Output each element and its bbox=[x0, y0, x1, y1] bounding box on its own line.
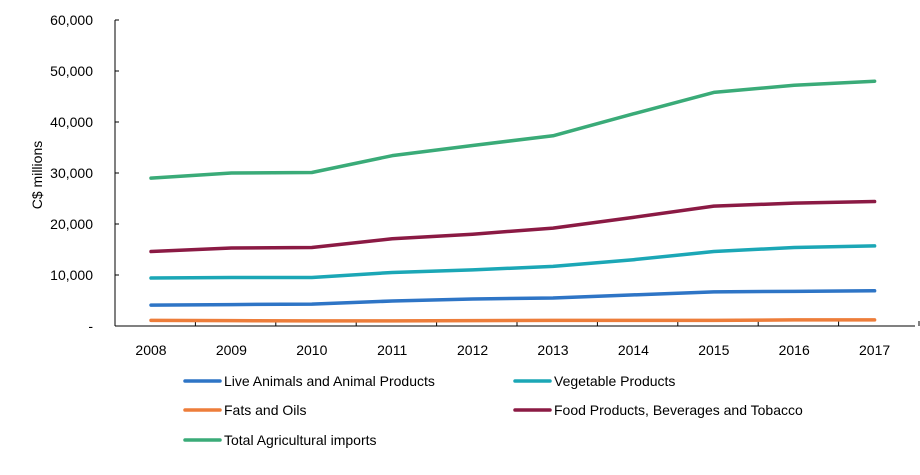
y-tick-label: 50,000 bbox=[50, 63, 93, 79]
series-line bbox=[149, 79, 877, 180]
y-tick-label: - bbox=[88, 318, 93, 334]
x-tick-label: 2008 bbox=[135, 342, 166, 358]
series-line bbox=[149, 244, 877, 280]
y-tick-label: 60,000 bbox=[50, 12, 93, 28]
legend-label: Vegetable Products bbox=[554, 373, 675, 389]
x-tick-label: 2012 bbox=[457, 342, 488, 358]
x-tick-label: 2009 bbox=[216, 342, 247, 358]
x-tick-label: 2010 bbox=[296, 342, 327, 358]
y-tick-label: 40,000 bbox=[50, 114, 93, 130]
x-tick-label: 2011 bbox=[377, 342, 407, 358]
series-line bbox=[149, 318, 877, 323]
series-line bbox=[149, 289, 877, 307]
x-tick-label: 2017 bbox=[859, 342, 890, 358]
legend-label: Food Products, Beverages and Tobacco bbox=[554, 402, 803, 418]
y-tick-label: 10,000 bbox=[50, 267, 93, 283]
x-tick-label: 2013 bbox=[537, 342, 568, 358]
legend-label: Fats and Oils bbox=[224, 402, 306, 418]
y-axis-label: C$ millions bbox=[29, 141, 45, 209]
y-tick-label: 30,000 bbox=[50, 165, 93, 181]
x-tick-label: 2014 bbox=[618, 342, 649, 358]
x-tick-label: 2016 bbox=[779, 342, 810, 358]
series-line bbox=[149, 199, 877, 254]
x-tick-label: 2015 bbox=[698, 342, 729, 358]
legend-label: Total Agricultural imports bbox=[224, 432, 377, 448]
y-tick-label: 20,000 bbox=[50, 216, 93, 232]
legend-label: Live Animals and Animal Products bbox=[224, 373, 435, 389]
